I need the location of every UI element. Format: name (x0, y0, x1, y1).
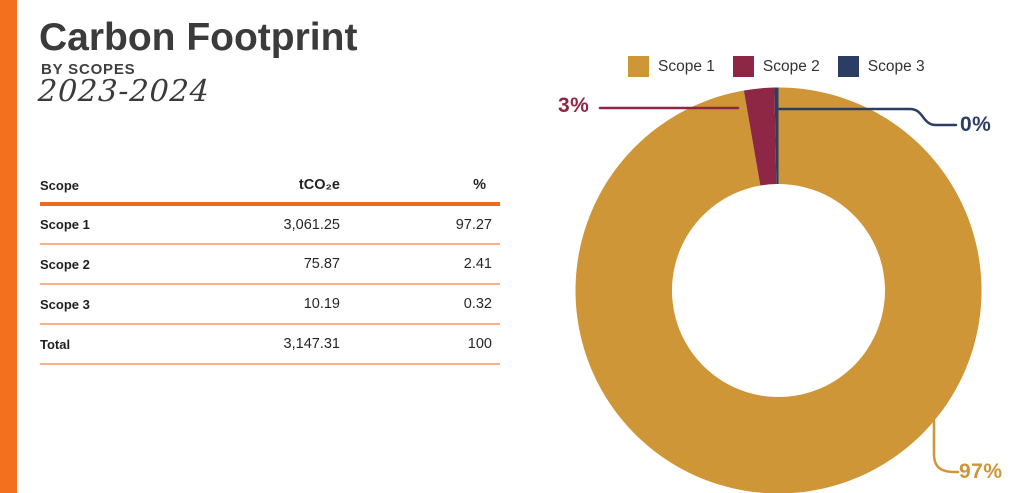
chart-legend: Scope 1 Scope 2 Scope 3 (628, 56, 925, 77)
row-scope3-tco2e: 10.19 (303, 296, 340, 312)
legend-item-scope1: Scope 1 (628, 56, 715, 77)
header-tco2e: tCO₂e (298, 177, 340, 193)
header-scope: Scope (40, 178, 80, 193)
row-scope1-pct: 97.27 (455, 216, 492, 233)
donut-slice-scope-1 (575, 87, 982, 493)
left-accent-bar (0, 0, 17, 493)
row-total-label: Total (40, 336, 71, 352)
scope1-swatch-icon (628, 56, 649, 77)
scope3-swatch-icon (837, 56, 859, 77)
scopes-table: Scope tCO₂e % Scope 1 3,061.25 97.27 Sco… (40, 172, 500, 365)
table-row: Scope 1 3,061.25 97.27 (40, 204, 500, 244)
row-scope2-tco2e: 75.87 (303, 256, 340, 272)
legend-item-scope3: Scope 3 (837, 56, 925, 77)
row-scope1-label: Scope 1 (40, 217, 90, 232)
page-subtitle: BY SCOPES (41, 61, 136, 78)
row-scope1-tco2e: 3,061.25 (283, 216, 340, 233)
scope2-swatch-icon (732, 56, 754, 77)
donut-slice-scope-2 (743, 87, 777, 186)
donut-slice-scope-3 (774, 87, 779, 185)
table-row-total: Total 3,147.31 100 (40, 324, 500, 364)
legend-label-scope1: Scope 1 (658, 57, 715, 75)
table-row: Scope 2 75.87 2.41 (40, 244, 500, 284)
page-title: Carbon Footprint (39, 16, 358, 59)
table-row: Scope 3 10.19 0.32 (40, 284, 500, 324)
row-scope2-pct: 2.41 (463, 256, 492, 272)
legend-label-scope2: Scope 2 (762, 57, 820, 75)
donut-chart-svg (575, 87, 982, 493)
row-total-pct: 100 (467, 336, 492, 352)
row-total-tco2e: 3,147.31 (283, 336, 340, 352)
row-scope3-pct: 0.32 (463, 296, 492, 312)
header-percent: % (473, 177, 486, 193)
legend-label-scope3: Scope 3 (867, 57, 925, 75)
scope3-callout-line (777, 107, 958, 127)
row-scope2-label: Scope 2 (40, 256, 90, 272)
donut-slices (575, 87, 982, 493)
scope2-percent-label: 3% (558, 94, 590, 117)
scope1-callout-line (932, 419, 960, 474)
report-period: 2023-2024 (37, 74, 211, 109)
table-header-row: Scope tCO₂e % (40, 172, 500, 204)
scope1-percent-label: 97% (959, 460, 1003, 483)
legend-item-scope2: Scope 2 (732, 56, 820, 77)
donut-chart: Scope 1 Scope 2 Scope 3 3% 0% 97% (512, 0, 1024, 493)
scope3-percent-label: 0% (960, 113, 992, 136)
row-scope3-label: Scope 3 (40, 296, 90, 312)
